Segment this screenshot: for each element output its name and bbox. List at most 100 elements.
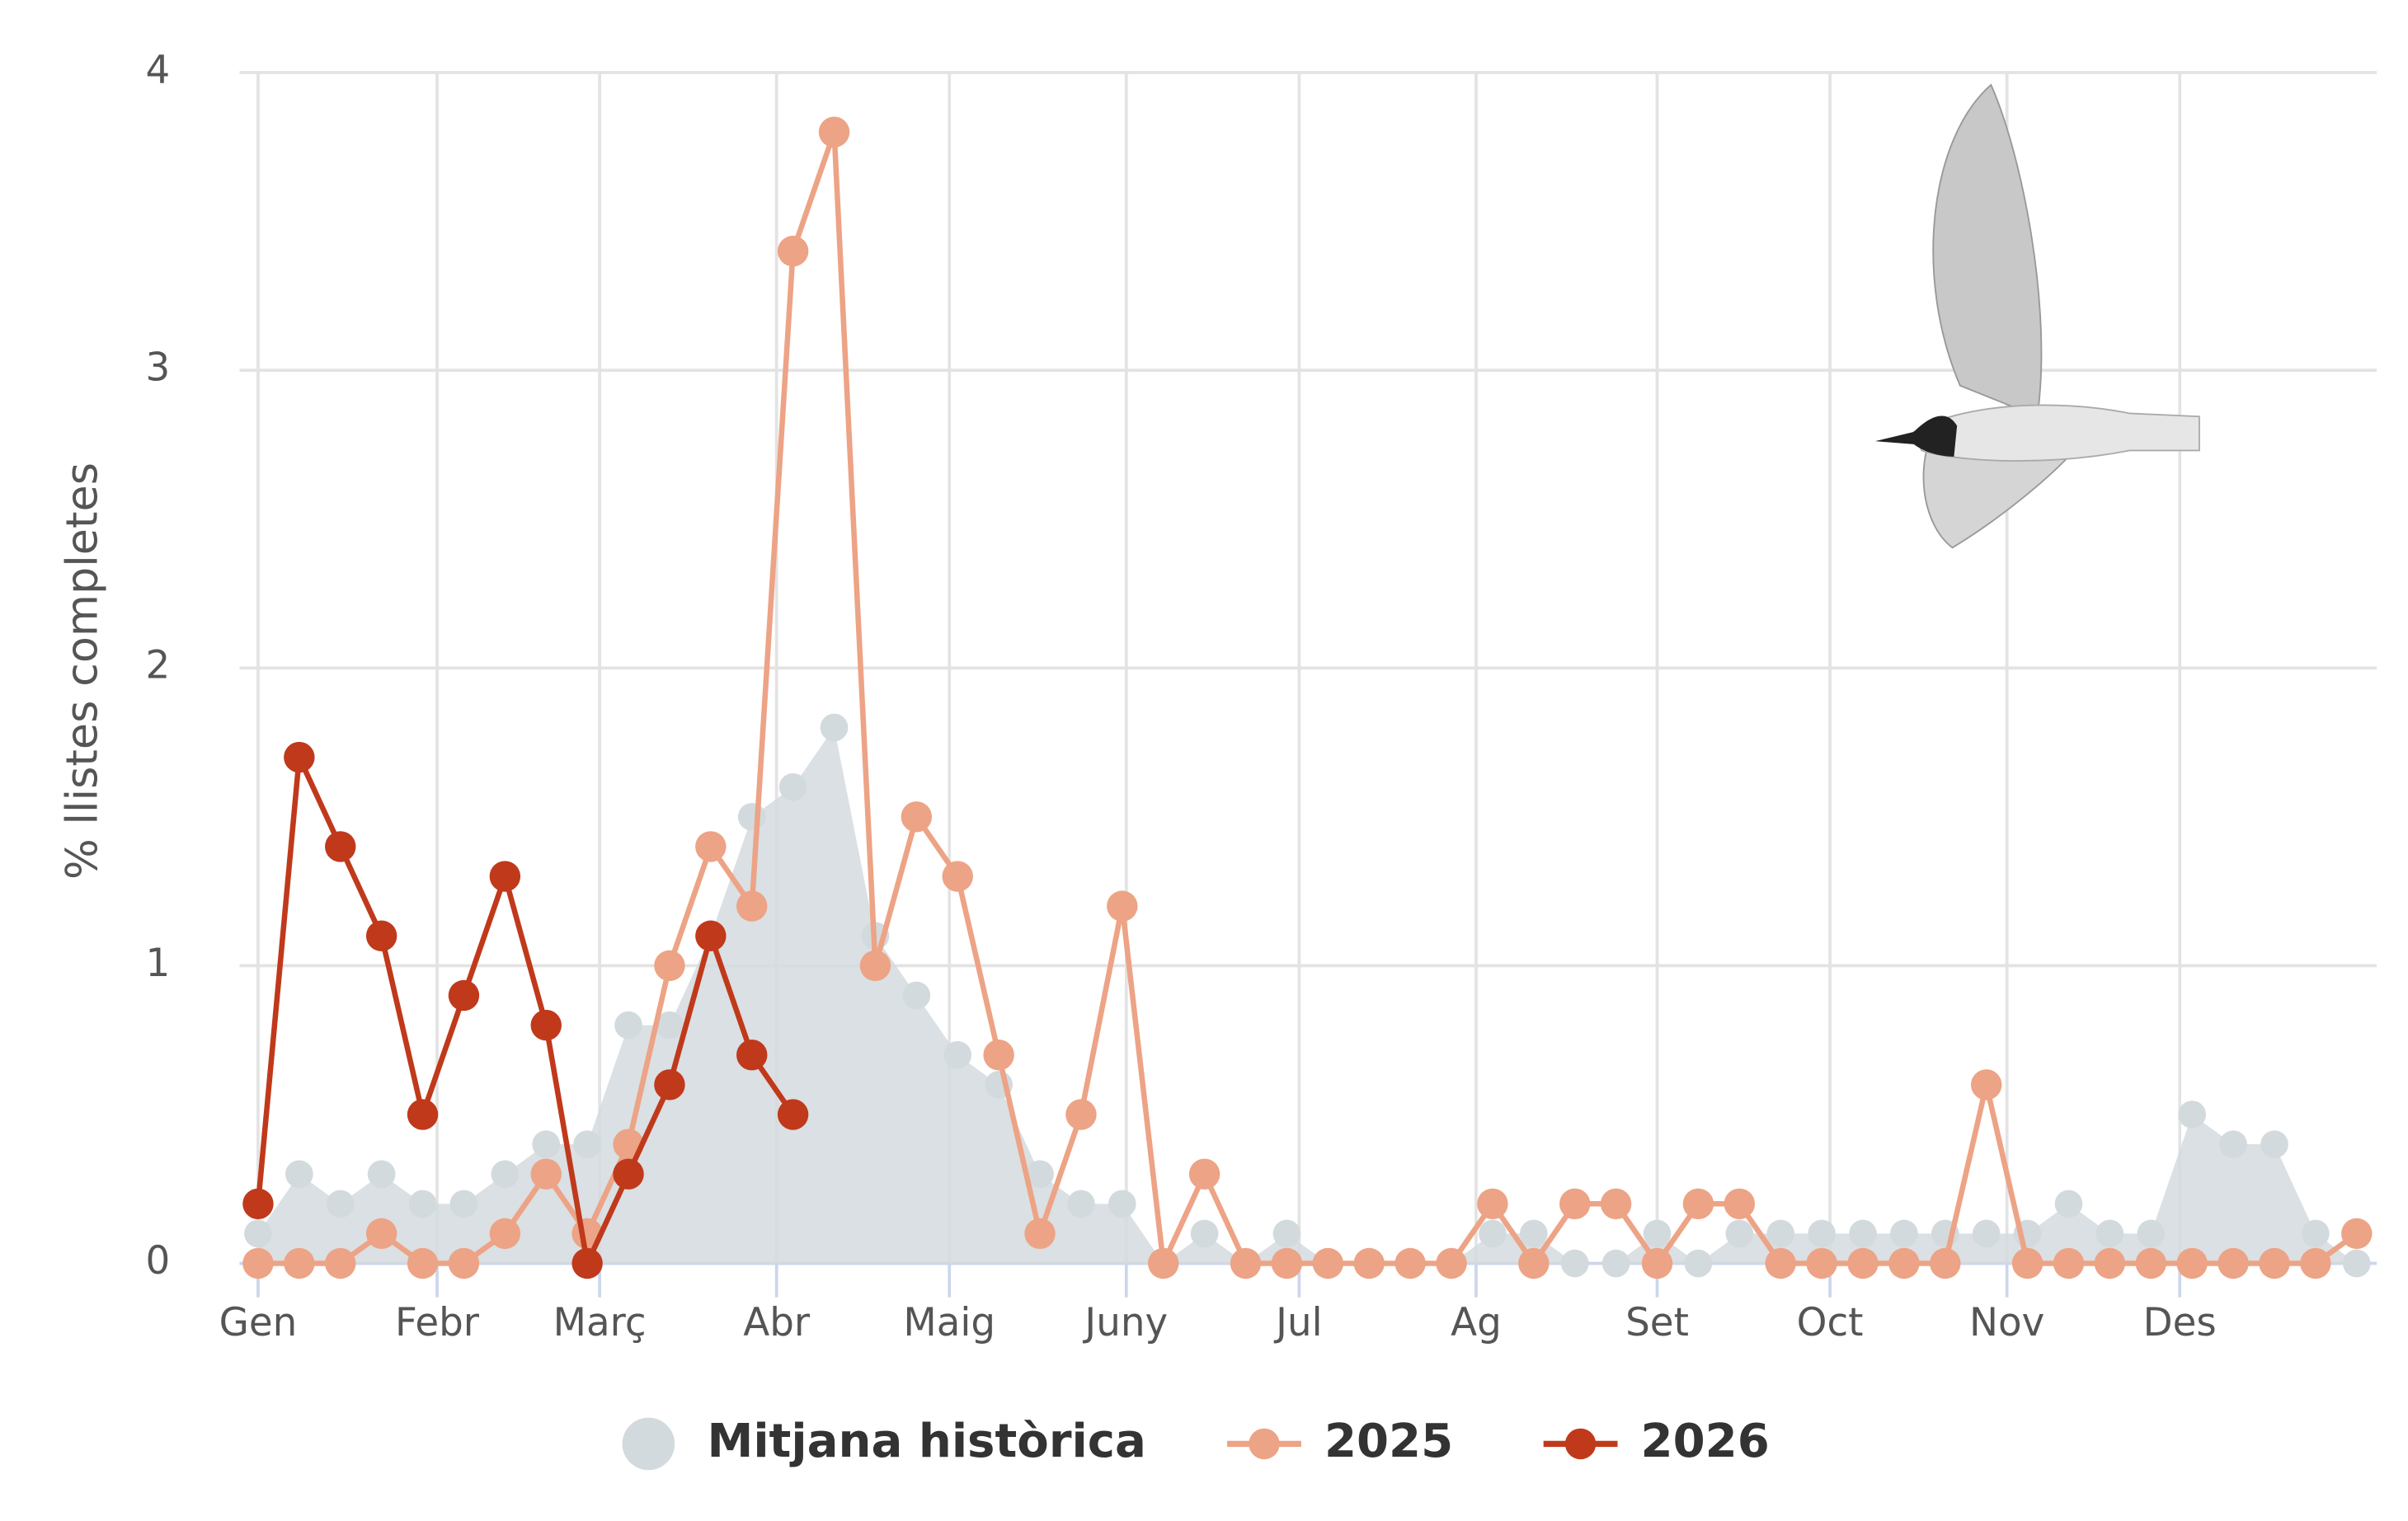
point bbox=[1067, 1190, 1095, 1218]
y-tick-label: 3 bbox=[146, 346, 171, 391]
bird-image bbox=[1874, 83, 2200, 549]
point bbox=[1190, 1219, 1219, 1248]
point bbox=[2341, 1218, 2373, 1250]
point bbox=[737, 802, 766, 831]
x-tick-label: Jul bbox=[1273, 1301, 1322, 1345]
x-tick-label: Maig bbox=[903, 1301, 995, 1345]
point bbox=[777, 1099, 809, 1130]
point bbox=[695, 831, 727, 862]
point bbox=[365, 1218, 397, 1250]
point bbox=[2135, 1247, 2167, 1279]
point bbox=[448, 979, 480, 1012]
point bbox=[284, 1247, 315, 1279]
point bbox=[2054, 1190, 2083, 1218]
point bbox=[654, 1069, 685, 1101]
point bbox=[1930, 1247, 1961, 1279]
point bbox=[1230, 1247, 1262, 1279]
point bbox=[1477, 1188, 1508, 1219]
y-axis-label: % llistes completes bbox=[57, 462, 107, 880]
point bbox=[983, 1039, 1014, 1071]
point bbox=[1682, 1188, 1714, 1219]
x-tick-label: Ag bbox=[1451, 1301, 1502, 1345]
point bbox=[902, 981, 931, 1010]
y-tick-label: 1 bbox=[146, 941, 171, 986]
legend-symbol bbox=[1564, 1428, 1597, 1460]
point bbox=[1849, 1219, 1877, 1248]
point bbox=[1065, 1099, 1097, 1130]
point bbox=[530, 1158, 562, 1190]
point bbox=[449, 1190, 478, 1218]
point bbox=[1724, 1188, 1756, 1219]
point bbox=[2178, 1101, 2207, 1129]
point bbox=[242, 1247, 274, 1279]
point bbox=[2094, 1247, 2126, 1279]
point bbox=[1024, 1218, 1056, 1250]
line bbox=[255, 747, 796, 1273]
point bbox=[859, 950, 891, 982]
point bbox=[614, 1011, 642, 1040]
x-tick-label: Abr bbox=[743, 1301, 811, 1345]
point bbox=[1272, 1219, 1301, 1248]
point bbox=[1108, 1190, 1136, 1218]
point bbox=[1394, 1247, 1426, 1279]
point bbox=[285, 1160, 313, 1189]
point bbox=[736, 890, 768, 922]
point bbox=[613, 1158, 644, 1190]
point bbox=[242, 1188, 274, 1219]
y-tick-label: 4 bbox=[146, 48, 171, 92]
line bbox=[257, 131, 2359, 1274]
point bbox=[448, 1247, 480, 1279]
point bbox=[1641, 1247, 1673, 1279]
point bbox=[1107, 890, 1138, 922]
point bbox=[1560, 1249, 1589, 1278]
point bbox=[1765, 1247, 1796, 1279]
point bbox=[407, 1247, 439, 1279]
point bbox=[407, 1099, 439, 1130]
point bbox=[656, 1011, 684, 1040]
point bbox=[1436, 1247, 1467, 1279]
point bbox=[1972, 1219, 2001, 1248]
point bbox=[942, 861, 973, 892]
point bbox=[1188, 1158, 1220, 1190]
x-tick-label: Oct bbox=[1797, 1301, 1864, 1345]
y-tick-label: 2 bbox=[146, 644, 171, 688]
point bbox=[1847, 1247, 1879, 1279]
point bbox=[2219, 1130, 2247, 1158]
point bbox=[284, 741, 315, 773]
point bbox=[736, 1039, 768, 1071]
point bbox=[2302, 1219, 2330, 1248]
point bbox=[1684, 1249, 1713, 1278]
point bbox=[491, 1160, 520, 1189]
point bbox=[1808, 1219, 1836, 1248]
point bbox=[1479, 1219, 1507, 1248]
legend-label: 2026 bbox=[1641, 1415, 1770, 1468]
point bbox=[901, 801, 933, 833]
y-tick-label: 0 bbox=[146, 1239, 171, 1284]
x-tick-label: Juny bbox=[1082, 1301, 1168, 1345]
point bbox=[1806, 1247, 1837, 1279]
legend-symbol bbox=[1249, 1428, 1280, 1460]
point bbox=[818, 116, 850, 148]
point bbox=[573, 1130, 601, 1158]
point bbox=[1271, 1247, 1303, 1279]
point bbox=[2260, 1130, 2288, 1158]
point bbox=[2342, 1249, 2371, 1278]
point bbox=[1600, 1188, 1632, 1219]
point bbox=[530, 1009, 562, 1041]
point bbox=[408, 1190, 437, 1218]
x-tick-label: Març bbox=[553, 1301, 647, 1345]
point bbox=[2218, 1247, 2249, 1279]
point bbox=[2259, 1247, 2290, 1279]
point bbox=[325, 1247, 356, 1279]
point bbox=[489, 861, 521, 892]
point bbox=[2300, 1247, 2331, 1279]
legend-label: Mitjana històrica bbox=[707, 1415, 1145, 1468]
point bbox=[365, 920, 397, 951]
point bbox=[2053, 1247, 2085, 1279]
point bbox=[571, 1247, 603, 1279]
point bbox=[489, 1218, 521, 1250]
point bbox=[1519, 1219, 1548, 1248]
point bbox=[1970, 1069, 2002, 1101]
point bbox=[820, 713, 849, 742]
